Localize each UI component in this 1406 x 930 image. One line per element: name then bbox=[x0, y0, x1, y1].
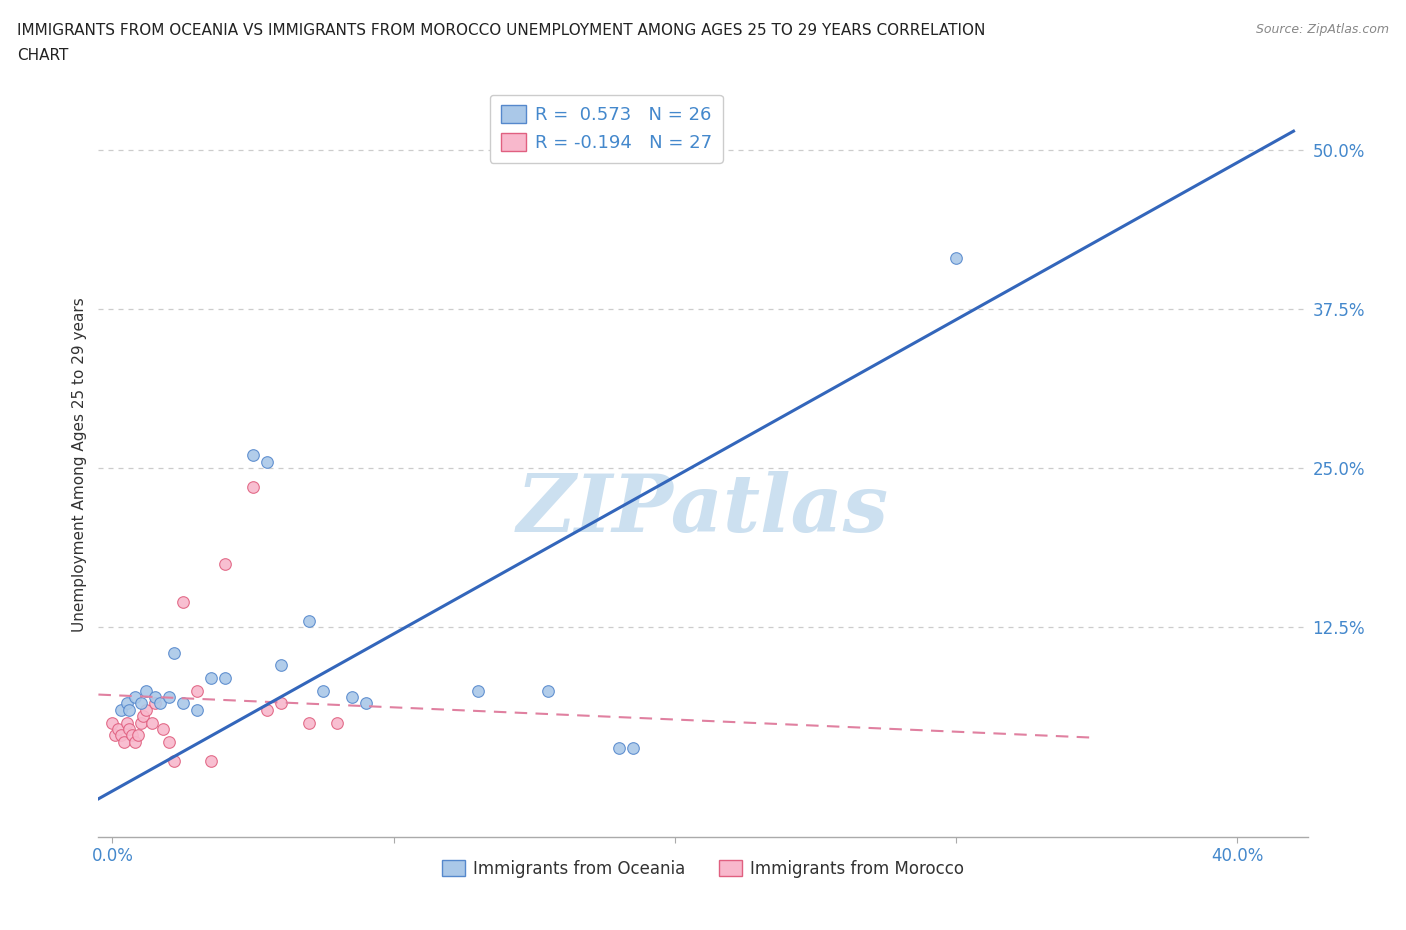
Point bbox=[118, 702, 141, 717]
Legend: Immigrants from Oceania, Immigrants from Morocco: Immigrants from Oceania, Immigrants from… bbox=[434, 853, 972, 884]
Point bbox=[200, 671, 222, 685]
Point bbox=[256, 702, 278, 717]
Point bbox=[256, 455, 278, 470]
Point bbox=[152, 722, 174, 737]
Point bbox=[172, 696, 194, 711]
Point bbox=[537, 684, 560, 698]
Point bbox=[124, 690, 146, 705]
Point bbox=[110, 728, 132, 743]
Point bbox=[945, 251, 967, 266]
Y-axis label: Unemployment Among Ages 25 to 29 years: Unemployment Among Ages 25 to 29 years bbox=[72, 298, 87, 632]
Point bbox=[141, 715, 163, 730]
Point bbox=[467, 684, 489, 698]
Point bbox=[127, 728, 149, 743]
Point bbox=[112, 734, 135, 749]
Point bbox=[143, 690, 166, 705]
Point bbox=[298, 715, 321, 730]
Point bbox=[172, 594, 194, 609]
Point bbox=[121, 728, 143, 743]
Point bbox=[200, 753, 222, 768]
Point bbox=[621, 740, 644, 755]
Point bbox=[124, 734, 146, 749]
Point bbox=[115, 696, 138, 711]
Point bbox=[149, 696, 172, 711]
Point bbox=[340, 690, 363, 705]
Point bbox=[214, 671, 236, 685]
Point bbox=[312, 684, 335, 698]
Point bbox=[298, 614, 321, 629]
Point bbox=[270, 696, 292, 711]
Point bbox=[242, 480, 264, 495]
Point bbox=[163, 645, 186, 660]
Text: IMMIGRANTS FROM OCEANIA VS IMMIGRANTS FROM MOROCCO UNEMPLOYMENT AMONG AGES 25 TO: IMMIGRANTS FROM OCEANIA VS IMMIGRANTS FR… bbox=[17, 23, 986, 38]
Text: CHART: CHART bbox=[17, 48, 69, 63]
Point bbox=[326, 715, 349, 730]
Point bbox=[607, 740, 630, 755]
Point bbox=[104, 728, 127, 743]
Text: ZIPatlas: ZIPatlas bbox=[517, 471, 889, 549]
Point bbox=[135, 684, 157, 698]
Point bbox=[157, 734, 180, 749]
Point bbox=[135, 702, 157, 717]
Point bbox=[132, 709, 155, 724]
Text: Source: ZipAtlas.com: Source: ZipAtlas.com bbox=[1256, 23, 1389, 36]
Point bbox=[143, 696, 166, 711]
Point bbox=[101, 715, 124, 730]
Point bbox=[214, 556, 236, 571]
Point bbox=[186, 702, 208, 717]
Point bbox=[129, 696, 152, 711]
Point bbox=[186, 684, 208, 698]
Point bbox=[129, 715, 152, 730]
Point bbox=[115, 715, 138, 730]
Point bbox=[157, 690, 180, 705]
Point bbox=[242, 448, 264, 463]
Point bbox=[118, 722, 141, 737]
Point bbox=[110, 702, 132, 717]
Point bbox=[163, 753, 186, 768]
Point bbox=[354, 696, 377, 711]
Point bbox=[270, 658, 292, 672]
Point bbox=[107, 722, 129, 737]
